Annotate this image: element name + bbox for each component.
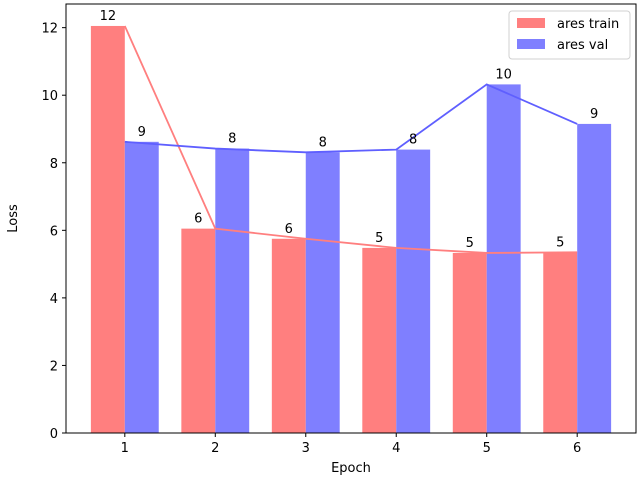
y-tick-label: 6 bbox=[50, 224, 58, 239]
lines-layer bbox=[123, 25, 578, 254]
y-tick-label: 0 bbox=[50, 427, 58, 442]
x-tick-label: 3 bbox=[302, 441, 310, 456]
plot-frame bbox=[65, 3, 637, 434]
data-label-val-epoch-2: 8 bbox=[228, 132, 236, 147]
bar-train-epoch-2 bbox=[181, 228, 216, 433]
x-tick-label: 4 bbox=[392, 441, 400, 456]
y-tick-label: 10 bbox=[41, 89, 58, 104]
data-label-val-epoch-6: 9 bbox=[590, 107, 598, 122]
legend-label-train: ares train bbox=[557, 17, 619, 32]
bar-val-epoch-1 bbox=[124, 141, 159, 433]
bar-val-epoch-5 bbox=[486, 84, 521, 434]
data-label-val-epoch-1: 9 bbox=[138, 125, 146, 140]
bar-train-epoch-6 bbox=[543, 252, 578, 433]
bar-train-epoch-1 bbox=[90, 25, 125, 433]
legend-label-val: ares val bbox=[557, 38, 608, 53]
y-axis: 0 2 4 6 8 10 12 bbox=[41, 22, 66, 442]
bars-layer bbox=[90, 25, 612, 434]
data-label-train-epoch-1: 12 bbox=[100, 9, 117, 24]
data-label-val-epoch-4: 8 bbox=[409, 133, 417, 148]
legend-swatch-train bbox=[517, 18, 545, 28]
data-label-train-epoch-5: 5 bbox=[466, 236, 474, 251]
data-labels-layer: 12 6 6 5 5 5 9 8 8 8 10 9 bbox=[100, 9, 599, 251]
data-label-train-epoch-4: 5 bbox=[375, 231, 383, 246]
y-tick-label: 12 bbox=[41, 22, 58, 37]
legend-swatch-val bbox=[517, 39, 545, 49]
x-tick-label: 5 bbox=[483, 441, 491, 456]
bar-train-epoch-5 bbox=[452, 252, 487, 433]
x-axis-label: Epoch bbox=[331, 461, 371, 476]
y-tick-label: 4 bbox=[50, 292, 58, 307]
bar-val-epoch-6 bbox=[577, 123, 612, 433]
x-tick-label: 6 bbox=[573, 441, 581, 456]
data-label-train-epoch-6: 5 bbox=[556, 235, 564, 250]
data-label-val-epoch-5: 10 bbox=[495, 67, 512, 82]
data-label-train-epoch-3: 6 bbox=[285, 222, 293, 237]
data-label-train-epoch-2: 6 bbox=[194, 212, 202, 227]
y-axis-label: Loss bbox=[6, 204, 21, 233]
bar-val-epoch-3 bbox=[305, 152, 340, 434]
y-tick-label: 2 bbox=[50, 359, 58, 374]
bar-train-epoch-4 bbox=[362, 247, 397, 433]
x-tick-label: 2 bbox=[211, 441, 219, 456]
x-tick-label: 1 bbox=[121, 441, 129, 456]
trend-line-train bbox=[123, 25, 578, 254]
bar-val-epoch-2 bbox=[215, 148, 250, 433]
x-axis: 1 2 3 4 5 6 bbox=[121, 433, 581, 456]
bar-val-epoch-4 bbox=[396, 149, 431, 433]
data-label-val-epoch-3: 8 bbox=[319, 135, 327, 150]
bar-train-epoch-3 bbox=[271, 238, 306, 433]
y-tick-label: 8 bbox=[50, 157, 58, 172]
trend-line-val bbox=[124, 83, 578, 154]
legend: ares train ares val bbox=[508, 10, 631, 60]
